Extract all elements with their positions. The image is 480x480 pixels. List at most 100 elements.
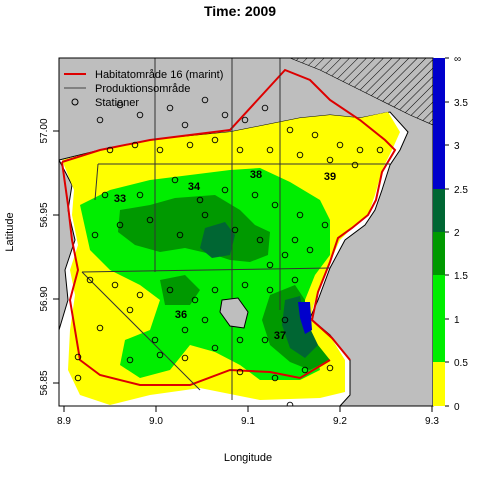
colorbar-seg-4 [433,58,445,189]
legend-label-habitat: Habitatområde 16 (marint) [95,69,223,81]
station-marker [301,366,309,374]
colorbar-tick-5: 2.5 [454,185,468,196]
station-marker [201,316,209,324]
station-marker [74,353,82,361]
x-tick-0: 8.9 [57,416,71,427]
station-marker [286,401,294,406]
station-marker [296,211,304,219]
colorbar-ticks [445,57,449,407]
station-marker [86,276,94,284]
legend-swatch-stations [71,98,79,106]
legend: Habitatområde 16 (marint) Produktionsomr… [64,69,223,109]
station-marker [181,354,189,362]
station-marker [146,216,154,224]
x-axis: 8.9 9.0 9.1 9.2 9.3 Longitude [57,405,439,464]
station-marker [221,111,229,119]
station-marker [151,336,159,344]
station-marker [291,236,299,244]
colorbar-tick-0: 0 [454,402,460,413]
station-marker [136,291,144,299]
station-marker [201,96,209,104]
station-marker [221,186,229,194]
station-marker [321,221,329,229]
hatched-area [59,58,433,126]
station-marker [131,141,139,149]
chart-title: Time: 2009 [204,3,276,19]
legend-label-production: Produktionsområde [95,83,190,95]
station-marker [266,146,274,154]
station-marker [176,231,184,239]
station-marker [156,146,164,154]
station-marker [126,356,134,364]
island [219,297,249,329]
station-marker [101,191,109,199]
station-marker [106,146,114,154]
habitat-boundary [61,68,397,386]
station-marker [211,286,219,294]
station-marker [306,246,314,254]
station-marker [326,364,334,372]
colorbar: 0 0.5 1 1.5 2 2.5 3 3.5 ∞ [433,54,468,413]
station-marker [181,121,189,129]
station-marker [281,316,289,324]
area-label-38: 38 [250,169,262,181]
station-marker [261,104,269,112]
station-marker [236,336,244,344]
station-marker [136,191,144,199]
station-marker [356,146,364,154]
station-marker [116,221,124,229]
area-label-37: 37 [274,330,286,342]
x-tick-2: 9.1 [241,416,255,427]
station-marker [126,306,134,314]
station-marker [111,281,119,289]
station-marker [311,131,319,139]
station-marker [236,146,244,154]
station-marker [286,126,294,134]
station-marker [191,296,199,304]
area-label-33: 33 [114,193,126,205]
legend-label-stations: Stationer [95,97,139,109]
station-marker [261,336,269,344]
station-marker [266,261,274,269]
heatmap-zone-very-high-2 [282,296,318,358]
station-marker [251,191,259,199]
area-label-34: 34 [188,181,201,193]
area-labels: 33 34 38 39 36 37 [114,169,336,342]
station-marker [236,368,244,376]
y-tick-2: 56.95 [39,202,50,227]
station-marker [156,351,164,359]
colorbar-seg-2 [433,232,445,275]
station-marker [271,374,279,382]
station-marker [256,236,264,244]
x-tick-3: 9.2 [333,416,347,427]
colorbar-tick-4: 2 [454,228,460,239]
station-marker [336,141,344,149]
station-marker [91,231,99,239]
x-axis-label: Longitude [224,452,272,464]
y-tick-1: 56.90 [39,286,50,311]
heatmap-zone-very-high [200,222,235,258]
map-layers [59,58,433,406]
station-marker [211,136,219,144]
station-marker [166,286,174,294]
y-axis-label: Latitude [4,212,16,251]
station-marker [96,324,104,332]
station-marker [241,281,249,289]
colorbar-seg-0 [433,362,445,406]
heatmap-zone-high-3 [160,275,200,305]
station-marker [291,276,299,284]
station-marker [96,116,104,124]
colorbar-seg-3 [433,189,445,232]
station-marker [211,344,219,352]
stations [74,96,384,406]
colorbar-tick-8: ∞ [454,54,461,65]
station-marker [296,151,304,159]
y-tick-3: 57.00 [39,118,50,143]
station-marker [171,176,179,184]
area-label-39: 39 [324,171,336,183]
station-marker [181,326,189,334]
station-marker [271,201,279,209]
colorbar-tick-2: 1 [454,315,460,326]
station-marker [166,104,174,112]
y-tick-0: 56.85 [39,370,50,395]
